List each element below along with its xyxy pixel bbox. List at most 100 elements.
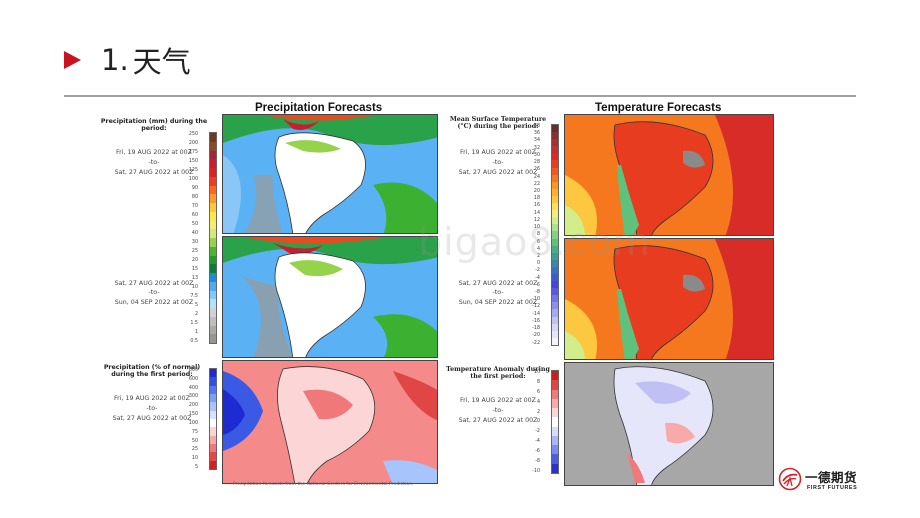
precip-colorbar-cell — [210, 211, 216, 221]
temp-colorbar-cell — [552, 309, 558, 317]
precip-colorbar-tick: 250 — [188, 132, 198, 137]
watermark: bigao8.com — [418, 220, 651, 264]
ta-heading: Temperature Anomaly during the first per… — [446, 366, 550, 381]
pn-line-2: -to- — [146, 404, 158, 412]
temp-colorbar-tick: 28 — [533, 160, 540, 166]
precip-colorbar-tick: 80 — [191, 195, 198, 200]
brand-name: 一德期货 — [805, 470, 858, 485]
temp-colorbar-cell — [552, 288, 558, 296]
precip-colorbar-tick: 1 — [194, 330, 198, 335]
precip-colorbar-cell — [210, 168, 216, 177]
precip-colorbar-tick: 2 — [194, 312, 198, 317]
temp-colorbar-tick: 24 — [533, 174, 540, 180]
normal-colorbar-cells — [209, 368, 217, 470]
p1-line-2: -to- — [148, 158, 160, 166]
temp-colorbar-ticks: 38 36 34 32 30 28 26 24 22 20 18 16 14 12 10 8 6 4 2 0 -2 -4-… — [532, 124, 540, 346]
anomaly-colorbar-cells — [551, 370, 559, 474]
temp-caption-2: Sat, 27 AUG 2022 at 00Z -to- Sun, 04 SEP… — [444, 277, 552, 307]
heading-number: 1. — [101, 43, 129, 77]
precip-colorbar-ticks: 250 200 175 150 125 100 90 80 70 60 50 40 30 25 20 15 13… — [189, 132, 198, 344]
precip-caption-3: Precipitation (% of normal) during the f… — [98, 364, 206, 422]
precip-caption-1: Precipitation (mm) during the period: Fr… — [100, 118, 208, 176]
normal-colorbar-cell — [210, 385, 216, 394]
precip-colorbar-tick: 20 — [191, 258, 198, 263]
temp-colorbar-tick: 36 — [533, 131, 540, 137]
precip-colorbar-tick: 25 — [191, 249, 198, 254]
normal-colorbar-cell — [210, 443, 216, 453]
temp-colorbar-tick: 18 — [533, 196, 540, 202]
map-temp-anomaly — [564, 362, 774, 486]
normal-colorbar-tick: 600 — [188, 376, 198, 382]
temp-colorbar-cell — [552, 224, 558, 232]
ta-line-3: Sat, 27 AUG 2022 at 00Z — [458, 416, 538, 424]
pn-line-1: Fri, 19 AUG 2022 at 00Z — [114, 394, 190, 402]
anomaly-colorbar-cell — [552, 463, 558, 473]
brand-logo: 一德期货 FIRST FUTURES — [778, 466, 860, 494]
map-temp-2 — [564, 238, 774, 360]
temp-colorbar-cell — [552, 316, 558, 324]
map-precip-2 — [222, 236, 438, 358]
t-heading: Mean Surface Temperature (°C) during the… — [449, 116, 547, 131]
temp-colorbar-tick: 16 — [533, 203, 540, 209]
temp-colorbar-cell — [552, 281, 558, 289]
temp-colorbar-cell — [552, 217, 558, 225]
section-heading: 1. 天气 — [64, 40, 191, 80]
temp-panel-title: Temperature Forecasts — [595, 102, 722, 114]
temp-colorbar-tick: 4 — [536, 246, 540, 252]
precip-colorbar-tick: 7.5 — [190, 294, 198, 299]
normal-colorbar-tick: 10 — [191, 456, 198, 462]
precip-colorbar-cell — [210, 150, 216, 160]
temp-colorbar-cell — [552, 231, 558, 239]
precip-colorbar-tick: 5 — [194, 303, 198, 308]
t1-line-1: Fri, 19 AUG 2022 at 00Z — [460, 148, 536, 156]
anomaly-colorbar-cell — [552, 445, 558, 455]
anomaly-colorbar-ticks: 10 8 6 4 2 0 -2 -4 -6 -8 -10 — [532, 370, 540, 474]
precip-caption-2: Sat, 27 AUG 2022 at 00Z -to- Sun, 04 SEP… — [100, 277, 208, 307]
temp-colorbar-tick: -12 — [532, 304, 540, 310]
precip-colorbar-tick: 90 — [191, 186, 198, 191]
normal-colorbar-cell — [210, 418, 216, 428]
ta-line-2: -to- — [492, 406, 504, 414]
precip-colorbar-cell — [210, 220, 216, 230]
temp-panel: Temperature Forecasts — [444, 102, 780, 490]
temp-colorbar-cell — [552, 330, 558, 338]
temp-colorbar-tick: 34 — [533, 138, 540, 144]
precip-colorbar-cell — [210, 281, 216, 291]
p1-line-1: Fri, 19 AUG 2022 at 00Z — [116, 148, 192, 156]
normal-colorbar-tick: 25 — [191, 447, 198, 453]
precip-colorbar-cell — [210, 290, 216, 300]
precip-colorbar-cell — [210, 229, 216, 238]
anomaly-colorbar-tick: -6 — [535, 449, 540, 455]
precip-colorbar-cell — [210, 255, 216, 265]
temp-colorbar-tick: -18 — [532, 326, 540, 332]
precip-colorbar-cell — [210, 325, 216, 335]
anomaly-colorbar-cell — [552, 389, 558, 399]
t2-line-3: Sun, 04 SEP 2022 at 00Z — [458, 299, 538, 307]
ta-line-1: Fri, 19 AUG 2022 at 00Z — [460, 396, 536, 404]
anomaly-colorbar-cell — [552, 417, 558, 427]
precip-colorbar-cell — [210, 299, 216, 308]
map-precip-1 — [222, 114, 438, 234]
normal-colorbar-tick: 150 — [188, 412, 198, 418]
normal-colorbar-tick: 75 — [191, 429, 198, 435]
temp-colorbar-tick: -16 — [532, 318, 540, 324]
normal-colorbar-tick: 400 — [188, 385, 198, 391]
temp-colorbar-cell — [552, 174, 558, 182]
precip-colorbar-tick: 175 — [188, 150, 198, 155]
temp-colorbar-cell — [552, 259, 558, 267]
normal-colorbar-cell — [210, 410, 216, 419]
normal-colorbar-ticks: 800 600 400 300 200 150 100 75 50 25 10 5 — [189, 368, 198, 470]
anomaly-colorbar-cell — [552, 408, 558, 418]
temp-colorbar-tick: 0 — [536, 261, 540, 267]
temp-colorbar-tick: 20 — [533, 188, 540, 194]
normal-colorbar-cell — [210, 393, 216, 403]
anomaly-colorbar-tick: 4 — [536, 399, 540, 405]
anomaly-colorbar-cell — [552, 454, 558, 464]
p2-line-3: Sun, 04 SEP 2022 at 00Z — [114, 299, 194, 307]
anomaly-colorbar-tick: -2 — [535, 429, 540, 435]
temp-colorbar-tick: -2 — [535, 268, 540, 274]
precip-colorbar-cell — [210, 185, 216, 195]
temp-colorbar-tick: 26 — [533, 167, 540, 173]
heading-divider — [64, 95, 856, 97]
anomaly-colorbar-tick: -8 — [535, 459, 540, 465]
